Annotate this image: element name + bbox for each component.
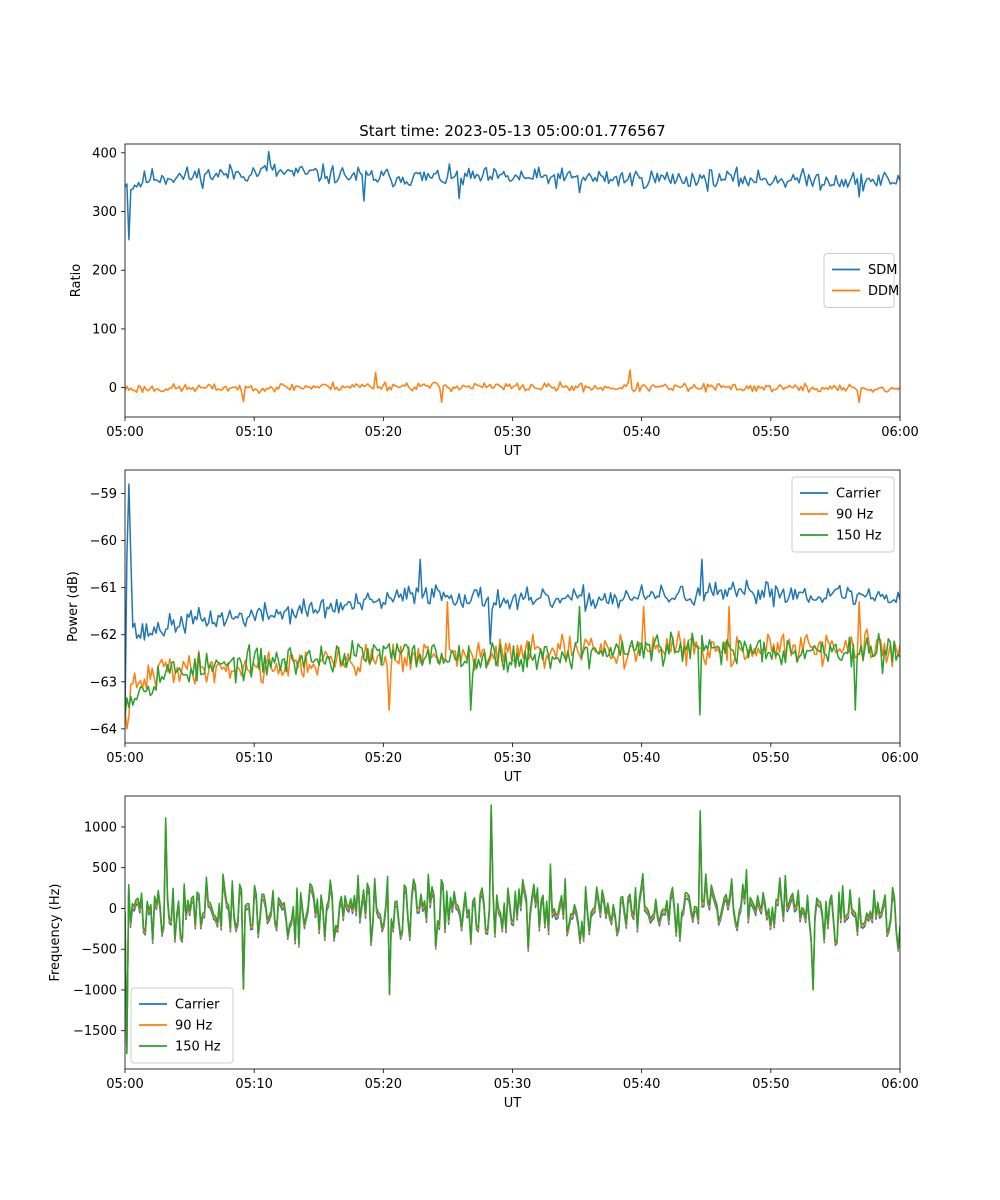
x-axis-label: UT [504, 1096, 522, 1111]
x-tick-label: 05:30 [494, 1077, 531, 1092]
y-axis-label: Ratio [69, 264, 84, 297]
legend-label-carrier: Carrier [175, 998, 220, 1013]
y-tick-label: 200 [92, 264, 117, 279]
x-tick-label: 05:00 [106, 425, 143, 440]
legend: SDM DDM [823, 253, 899, 308]
legend-label-90-hz: 90 Hz [836, 508, 873, 523]
x-tick-label: 06:00 [881, 425, 918, 440]
legend-label-ddm: DDM [868, 284, 899, 299]
x-tick-label: 05:40 [623, 1077, 660, 1092]
power-panel: 05:00 05:10 05:20 05:30 05:40 05:50 06:00 −64 −6… [66, 469, 919, 785]
y-tick-label: 0 [109, 381, 117, 396]
series-lines [125, 483, 900, 730]
series-line-150-hz [125, 605, 900, 717]
y-axis-label: Frequency (Hz) [48, 883, 63, 981]
series-line-carrier [125, 814, 900, 1052]
y-tick-label: −1500 [73, 1024, 117, 1039]
y-tick-label: −63 [90, 675, 117, 690]
y-tick-label: −62 [90, 628, 117, 643]
x-axis-label: UT [504, 770, 522, 785]
legend-box [130, 987, 234, 1064]
x-tick-label: 06:00 [881, 751, 918, 766]
x-tick-label: 05:20 [365, 1077, 402, 1092]
y-tick-label: 0 [109, 902, 117, 917]
y-tick-label: 100 [92, 322, 117, 337]
x-tick-label: 05:10 [235, 1077, 272, 1092]
legend-label-150-hz: 150 Hz [175, 1040, 221, 1055]
axes-frame [124, 795, 901, 1070]
x-tick-label: 05:40 [623, 425, 660, 440]
legend: Carrier 90 Hz 150 Hz [130, 987, 234, 1064]
y-tick-label: 1000 [84, 820, 117, 835]
series-lines [125, 150, 900, 404]
y-tick-label: −61 [90, 581, 117, 596]
x-tick-label: 05:50 [752, 1077, 789, 1092]
legend: Carrier 90 Hz 150 Hz [791, 476, 895, 553]
x-tick-label: 05:00 [106, 1077, 143, 1092]
legend-box [791, 476, 895, 553]
series-line-ddm [125, 369, 900, 404]
y-axis-label: Power (dB) [66, 571, 81, 642]
x-tick-label: 05:50 [752, 425, 789, 440]
series-line-150-hz [125, 804, 900, 1055]
figure-title: Start time: 2023-05-13 05:00:01.776567 [359, 122, 665, 140]
y-tick-label: 400 [92, 146, 117, 161]
y-tick-label: −64 [90, 722, 117, 737]
series-line-carrier [125, 483, 900, 716]
y-tick-label: 300 [92, 205, 117, 220]
x-tick-label: 05:50 [752, 751, 789, 766]
legend-label-150-hz: 150 Hz [836, 529, 882, 544]
x-tick-label: 06:00 [881, 1077, 918, 1092]
axes-frame [124, 469, 901, 744]
legend-label-carrier: Carrier [836, 487, 881, 502]
x-tick-label: 05:20 [365, 425, 402, 440]
series-line-sdm [125, 150, 900, 241]
series-lines [125, 804, 900, 1055]
x-tick-label: 05:00 [106, 751, 143, 766]
x-tick-label: 05:20 [365, 751, 402, 766]
legend-label-90-hz: 90 Hz [175, 1019, 212, 1034]
x-axis-label: UT [504, 444, 522, 459]
frequency-panel: 05:00 05:10 05:20 05:30 05:40 05:50 06:00 −1500… [48, 795, 919, 1111]
x-tick-label: 05:40 [623, 751, 660, 766]
legend-label-sdm: SDM [868, 263, 897, 278]
x-tick-label: 05:10 [235, 425, 272, 440]
y-tick-label: −1000 [73, 983, 117, 998]
ratio-panel: 05:00 05:10 05:20 05:30 05:40 05:50 06:00 0 100 2… [69, 143, 919, 459]
y-tick-label: −60 [90, 534, 117, 549]
x-tick-label: 05:10 [235, 751, 272, 766]
y-tick-label: −500 [81, 943, 117, 958]
y-tick-label: 500 [92, 861, 117, 876]
x-tick-label: 05:30 [494, 425, 531, 440]
x-tick-label: 05:30 [494, 751, 531, 766]
y-tick-label: −59 [90, 487, 117, 502]
legend-box [823, 253, 895, 308]
series-line-90-hz [125, 808, 900, 1054]
